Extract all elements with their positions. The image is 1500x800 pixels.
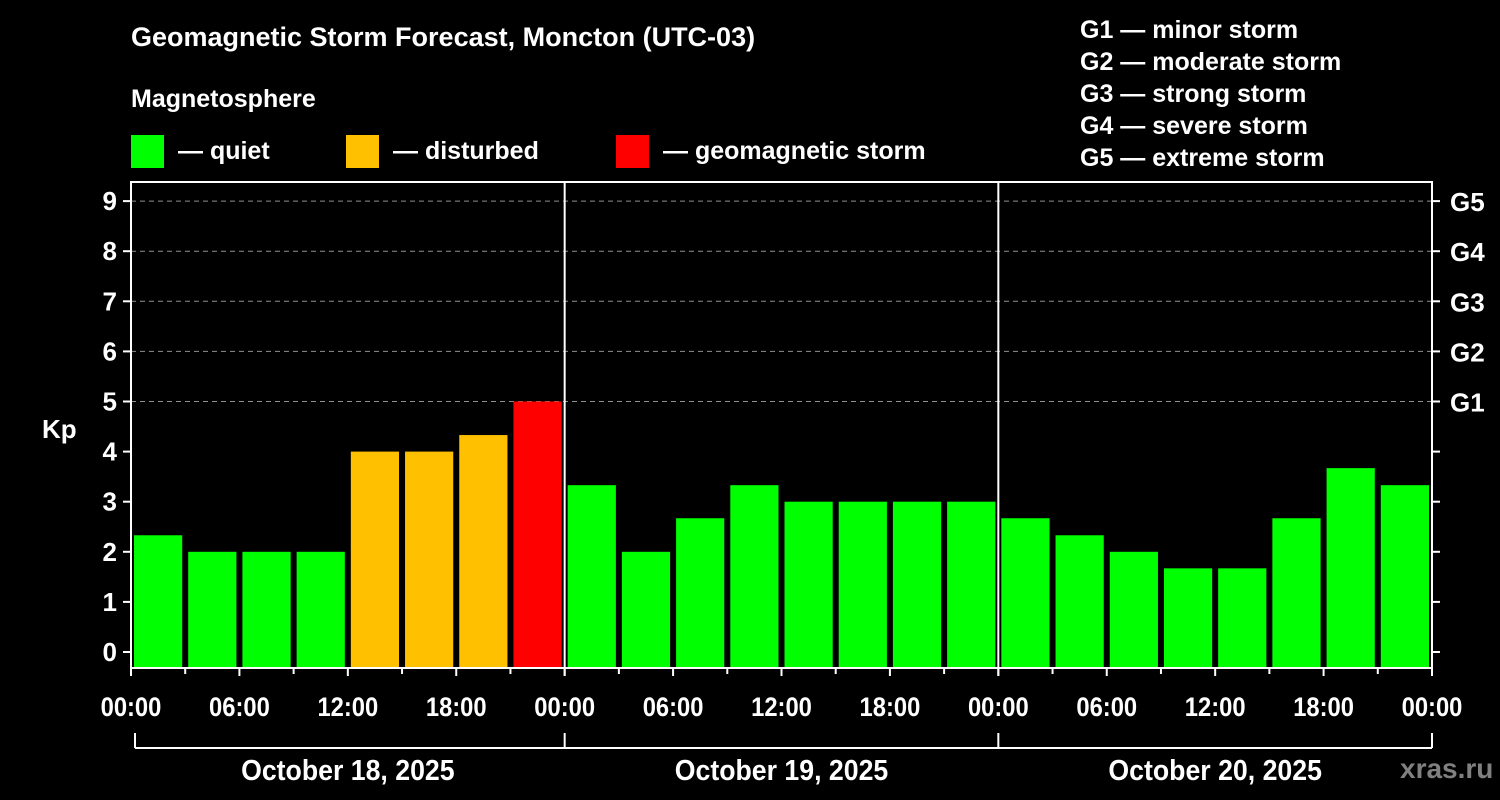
kp-bar xyxy=(838,501,887,668)
kp-bar xyxy=(1326,468,1375,668)
kp-bar xyxy=(1272,518,1321,668)
quiet-swatch xyxy=(131,134,164,168)
legend-disturbed-label: — disturbed xyxy=(393,136,539,165)
legend-storm: — geomagnetic storm xyxy=(616,134,926,168)
g-level-label: G3 xyxy=(1450,287,1485,317)
g-scale-item: G1 — minor storm xyxy=(1080,16,1299,44)
kp-bar xyxy=(947,501,996,668)
kp-bar xyxy=(513,401,562,668)
y-tick-label: 4 xyxy=(103,437,118,467)
x-tick-label: 00:00 xyxy=(101,693,162,723)
kp-bar xyxy=(1218,568,1267,668)
x-tick-label: 12:00 xyxy=(751,693,812,723)
kp-bar xyxy=(784,501,833,668)
g-level-label: G1 xyxy=(1450,388,1485,418)
legend-subtitle: Magnetosphere xyxy=(131,85,316,113)
kp-bar xyxy=(892,501,942,668)
legend-quiet: — quiet xyxy=(131,134,270,168)
g-scale-item: G3 — strong storm xyxy=(1080,80,1307,108)
day-label: October 20, 2025 xyxy=(1108,754,1322,786)
g-scale-item: G5 — extreme storm xyxy=(1080,144,1325,172)
kp-bar xyxy=(459,435,508,668)
x-tick-label: 00:00 xyxy=(968,693,1029,723)
y-tick-label: 5 xyxy=(103,387,117,417)
kp-bar xyxy=(1163,568,1213,668)
g-scale-item: G2 — moderate storm xyxy=(1080,48,1342,76)
kp-bar xyxy=(188,551,237,668)
legend-quiet-label: — quiet xyxy=(178,136,270,165)
y-tick-label: 3 xyxy=(103,487,117,517)
y-tick-label: 9 xyxy=(103,186,117,216)
legend-disturbed: — disturbed xyxy=(346,134,539,168)
g-scale-item: G4 — severe storm xyxy=(1080,112,1308,140)
y-tick-label: 1 xyxy=(103,587,117,617)
kp-bar xyxy=(730,485,779,668)
x-tick-label: 06:00 xyxy=(209,693,270,723)
disturbed-swatch xyxy=(346,134,379,168)
y-tick-label: 0 xyxy=(103,637,117,667)
kp-bar xyxy=(567,485,616,668)
g-level-label: G2 xyxy=(1450,337,1485,367)
y-tick-label: 7 xyxy=(103,286,117,316)
kp-bar xyxy=(242,551,291,668)
x-tick-label: 18:00 xyxy=(426,693,487,723)
y-tick-label: 8 xyxy=(103,236,117,266)
day-label: October 18, 2025 xyxy=(241,754,455,786)
x-tick-label: 06:00 xyxy=(643,693,704,723)
y-tick-label: 6 xyxy=(103,336,117,366)
x-tick-label: 18:00 xyxy=(860,693,921,723)
kp-bar xyxy=(621,551,671,668)
day-label: October 19, 2025 xyxy=(675,754,889,786)
y-axis-label: Kp xyxy=(42,414,77,444)
g-scale-legend: G1 — minor storm G2 — moderate storm G3 … xyxy=(1080,14,1341,174)
x-tick-label: 12:00 xyxy=(1185,693,1246,723)
kp-bar xyxy=(1001,518,1050,668)
storm-swatch xyxy=(616,134,649,168)
x-tick-label: 12:00 xyxy=(317,693,378,723)
g-level-label: G4 xyxy=(1450,237,1485,267)
x-tick-label: 00:00 xyxy=(1402,693,1463,723)
kp-bar xyxy=(134,535,183,668)
x-tick-label: 18:00 xyxy=(1293,693,1354,723)
kp-bar xyxy=(1055,535,1104,668)
g-level-label: G5 xyxy=(1450,187,1485,217)
x-tick-label: 06:00 xyxy=(1076,693,1137,723)
legend-storm-label: — geomagnetic storm xyxy=(663,136,926,165)
kp-bar xyxy=(350,451,400,668)
kp-bar xyxy=(1380,485,1429,668)
kp-bar xyxy=(1109,551,1158,668)
kp-bar xyxy=(676,518,725,668)
x-tick-label: 00:00 xyxy=(534,693,595,723)
y-tick-label: 2 xyxy=(103,537,117,567)
kp-bar xyxy=(405,451,454,668)
kp-bar xyxy=(296,551,345,668)
chart-title: Geomagnetic Storm Forecast, Moncton (UTC… xyxy=(131,22,756,52)
watermark: xras.ru xyxy=(1400,753,1494,784)
